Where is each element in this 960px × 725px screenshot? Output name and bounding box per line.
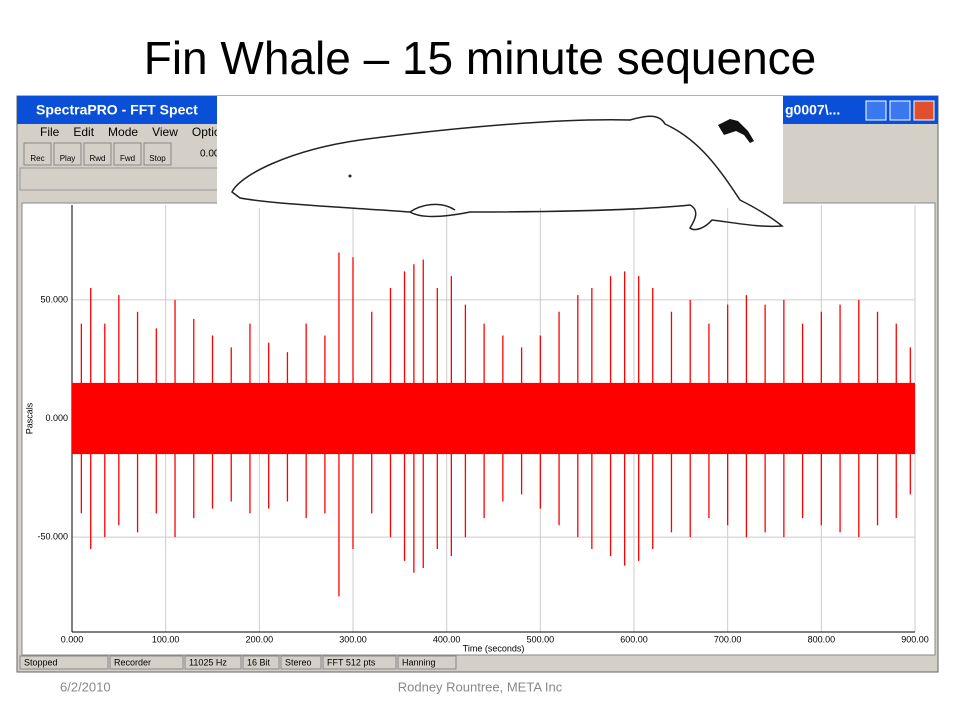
x-tick-label: 300.00 bbox=[339, 634, 367, 644]
y-tick-label: 50.000 bbox=[40, 294, 68, 304]
menu-item[interactable]: Edit bbox=[73, 125, 94, 139]
toolbar-button[interactable] bbox=[143, 142, 172, 166]
position-readout: 0.00 bbox=[200, 149, 220, 160]
status-cell bbox=[322, 655, 397, 670]
slide-footer: Rodney Rountree, META Inc bbox=[398, 679, 563, 694]
x-tick-label: 0.000 bbox=[61, 634, 84, 644]
x-axis-label: Time (seconds) bbox=[463, 643, 525, 653]
slide-date: 6/2/2010 bbox=[60, 679, 111, 694]
status-text: Recorder bbox=[114, 657, 151, 667]
whale-image bbox=[217, 96, 783, 208]
slide-title: Fin Whale – 15 minute sequence bbox=[144, 32, 817, 84]
y-tick-label: -50.000 bbox=[37, 531, 68, 541]
status-text: FFT 512 pts bbox=[327, 657, 376, 667]
toolbar-button[interactable] bbox=[53, 142, 82, 166]
x-tick-label: 800.00 bbox=[808, 634, 836, 644]
y-tick-label: 0.000 bbox=[45, 413, 68, 423]
status-text: Hanning bbox=[402, 657, 436, 667]
y-axis-label: Pascals bbox=[24, 402, 34, 434]
status-cell bbox=[242, 655, 280, 670]
status-cell bbox=[280, 655, 322, 670]
close-button[interactable] bbox=[913, 100, 935, 121]
window-title-end: g0007\... bbox=[785, 102, 840, 118]
toolbar-button[interactable] bbox=[113, 142, 142, 166]
tool-row bbox=[19, 167, 221, 191]
menu-item[interactable]: Mode bbox=[108, 125, 138, 139]
maximize-button[interactable] bbox=[889, 100, 911, 121]
toolbar-button[interactable] bbox=[83, 142, 112, 166]
toolbar-button[interactable] bbox=[23, 142, 52, 166]
toolbar: Rec Play Rwd Fwd Stop bbox=[23, 142, 172, 166]
status-text: 11025 Hz bbox=[189, 657, 227, 667]
x-tick-label: 200.00 bbox=[246, 634, 274, 644]
whale-eye bbox=[348, 174, 352, 178]
whale-outline bbox=[231, 115, 784, 231]
menu-item[interactable]: File bbox=[40, 125, 60, 139]
minimize-button[interactable] bbox=[865, 100, 887, 121]
window-title: SpectraPRO - FFT Spect bbox=[36, 102, 198, 118]
status-cell bbox=[109, 655, 184, 670]
x-tick-label: 400.00 bbox=[433, 634, 461, 644]
noise-band bbox=[72, 382, 915, 455]
toolbar-label: Rec bbox=[30, 154, 44, 163]
diver-icon bbox=[718, 119, 754, 143]
x-tick-label: 900.00 bbox=[901, 634, 929, 644]
menu-item[interactable]: View bbox=[152, 125, 178, 139]
x-tick-label: 500.00 bbox=[527, 634, 555, 644]
toolbar-label: Play bbox=[60, 154, 76, 163]
x-tick-label: 700.00 bbox=[714, 634, 742, 644]
toolbar-label: Fwd bbox=[120, 154, 135, 163]
x-tick-label: 600.00 bbox=[620, 634, 648, 644]
status-cell bbox=[397, 655, 457, 670]
status-text: Stopped bbox=[24, 657, 58, 667]
status-cell bbox=[19, 655, 109, 670]
toolbar-label: Stop bbox=[149, 154, 166, 163]
status-text: 16 Bit bbox=[247, 657, 271, 667]
status-cell bbox=[184, 655, 242, 670]
plot: 0.000 100.00 200.00 300.00 400.00 500.00 600.0… bbox=[24, 205, 929, 653]
x-tick-label: 100.00 bbox=[152, 634, 180, 644]
status-text: Stereo bbox=[285, 657, 312, 667]
status-bar: Stopped Recorder 11025 Hz 16 Bit Stereo FFT 5… bbox=[19, 655, 457, 670]
toolbar-label: Rwd bbox=[89, 154, 105, 163]
